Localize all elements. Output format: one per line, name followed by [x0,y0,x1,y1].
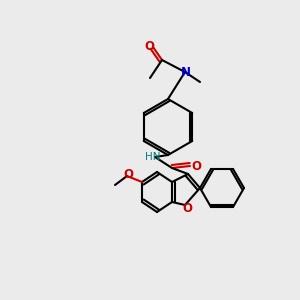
Text: O: O [191,160,201,173]
Text: HN: HN [145,152,161,162]
Text: O: O [182,202,192,215]
Text: N: N [181,65,191,79]
Text: O: O [144,40,154,53]
Text: O: O [123,167,133,181]
